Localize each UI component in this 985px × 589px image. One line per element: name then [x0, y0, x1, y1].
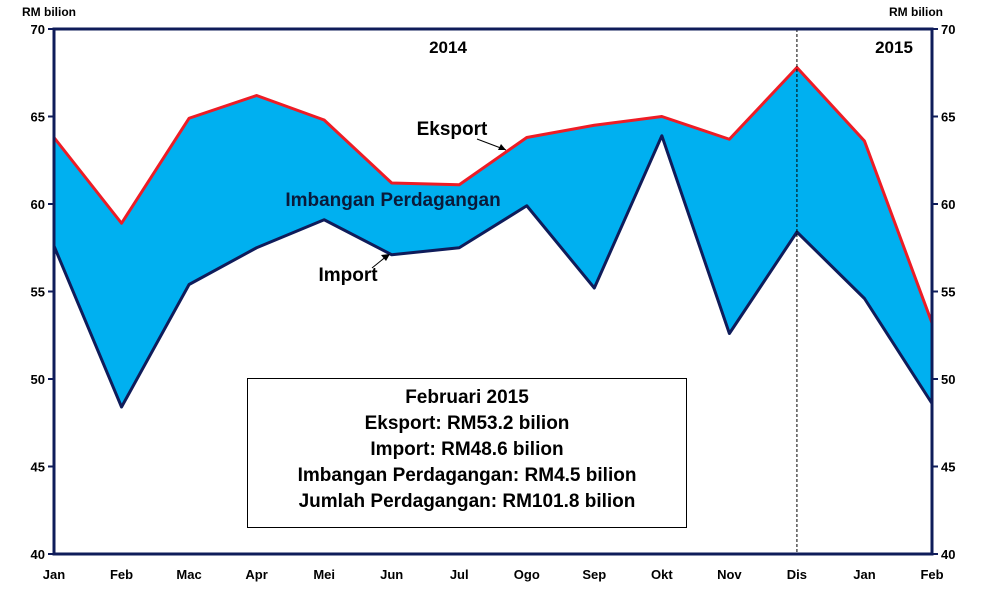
right-axis-unit-label: RM bilion	[889, 5, 943, 19]
info-box-title: Februari 2015	[405, 387, 529, 408]
right-axis-ticks: 40 45 50 55 60 65 70	[932, 22, 955, 562]
right-tick-label: 55	[941, 285, 955, 300]
x-tick-label: Jun	[380, 567, 403, 582]
eksport-series-label: Eksport	[417, 119, 488, 140]
x-tick-label: Feb	[920, 567, 943, 582]
left-tick-label: 45	[31, 460, 45, 475]
x-tick-label: Ogo	[514, 567, 540, 582]
x-tick-label: Mei	[313, 567, 335, 582]
period-label-2014: 2014	[429, 38, 467, 57]
right-tick-label: 45	[941, 460, 955, 475]
import-arrowhead-icon	[381, 254, 390, 261]
left-tick-label: 40	[31, 547, 45, 562]
right-tick-label: 70	[941, 22, 955, 37]
x-tick-label: Apr	[245, 567, 267, 582]
x-tick-label: Mac	[176, 567, 201, 582]
x-tick-label: Jan	[43, 567, 65, 582]
x-tick-label: Jul	[450, 567, 469, 582]
right-tick-label: 60	[941, 197, 955, 212]
x-axis-ticks: Jan Feb Mac Apr Mei Jun Jul Ogo Sep Okt Nov Dis Jan F…	[43, 567, 944, 582]
summary-info-box: Februari 2015 Eksport: RM53.2 bilion Imp…	[247, 378, 687, 528]
left-axis-ticks: 40 45 50 55 60 65 70	[31, 22, 54, 562]
x-tick-label: Sep	[582, 567, 606, 582]
left-axis-unit-label: RM bilion	[22, 5, 76, 19]
info-box-eksport: Eksport: RM53.2 bilion	[364, 413, 570, 434]
import-series-line	[52, 134, 934, 409]
left-tick-label: 70	[31, 22, 45, 37]
x-tick-label: Feb	[110, 567, 133, 582]
x-tick-label: Okt	[651, 567, 673, 582]
info-box-import: Import: RM48.6 bilion	[370, 439, 564, 460]
trade-balance-band	[54, 67, 932, 407]
import-series-label: Import	[318, 265, 378, 286]
left-tick-label: 55	[31, 285, 45, 300]
info-box-total-trade: Jumlah Perdagangan: RM101.8 bilion	[298, 491, 636, 512]
eksport-arrowhead-icon	[498, 144, 506, 150]
left-tick-label: 60	[31, 197, 45, 212]
right-tick-label: 65	[941, 110, 955, 125]
eksport-series-line	[52, 66, 934, 324]
right-tick-label: 50	[941, 372, 955, 387]
left-tick-label: 65	[31, 110, 45, 125]
left-tick-label: 50	[31, 372, 45, 387]
right-tick-label: 40	[941, 547, 955, 562]
x-tick-label: Jan	[853, 567, 875, 582]
trade-balance-label: Imbangan Perdagangan	[285, 190, 500, 211]
x-tick-label: Dis	[787, 567, 807, 582]
x-tick-label: Nov	[717, 567, 742, 582]
info-box-trade-balance: Imbangan Perdagangan: RM4.5 bilion	[297, 465, 637, 486]
period-label-2015: 2015	[875, 38, 913, 57]
